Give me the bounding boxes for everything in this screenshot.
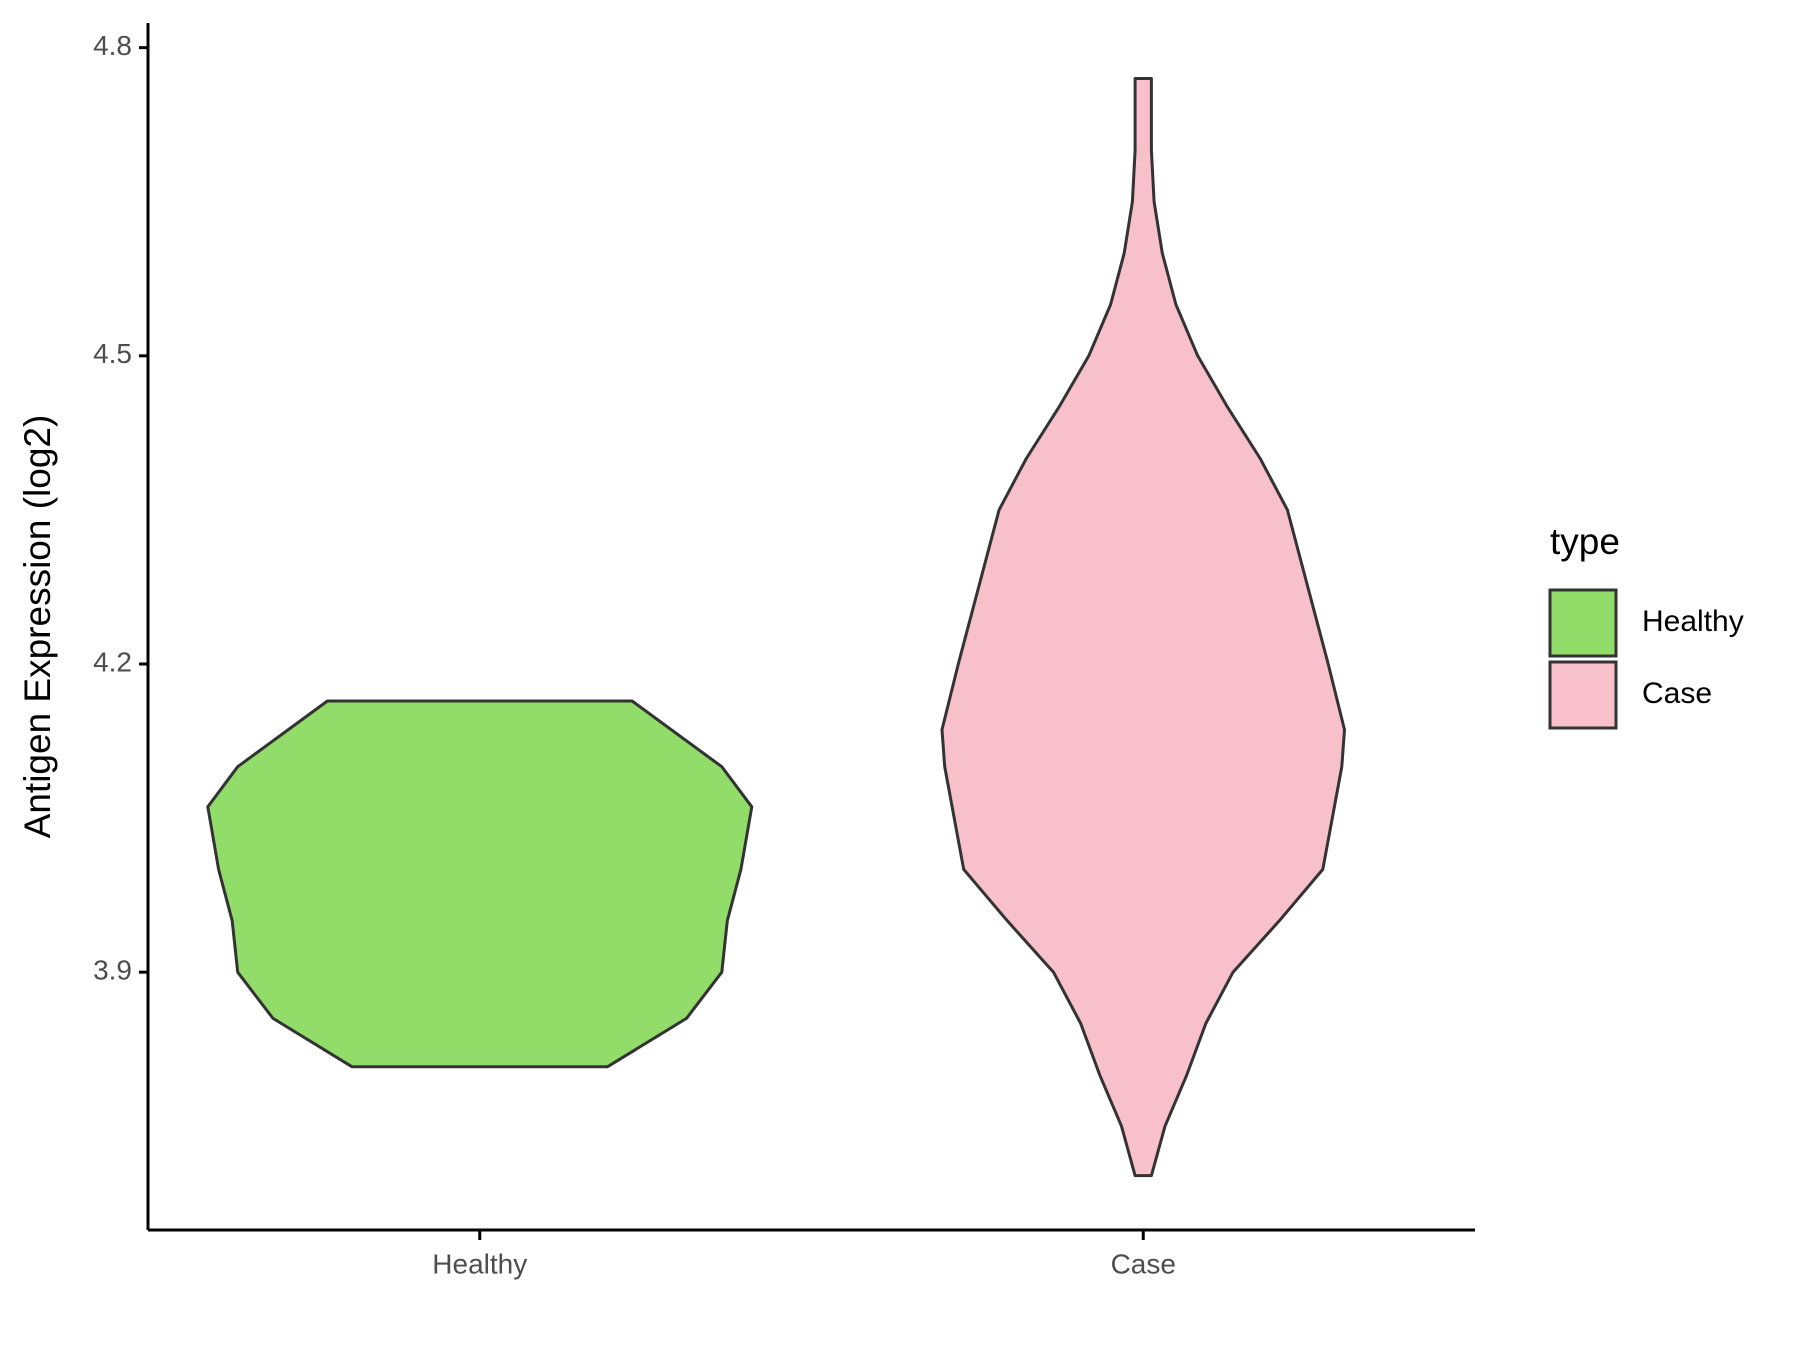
y-tick-label: 4.8: [93, 30, 132, 61]
y-axis-title: Antigen Expression (log2): [17, 415, 58, 839]
x-tick-label: Case: [1111, 1248, 1176, 1279]
y-tick-label: 4.2: [93, 646, 132, 677]
violin: [940, 77, 1346, 1178]
y-tick-label: 3.9: [93, 955, 132, 986]
legend-title: type: [1550, 521, 1620, 562]
legend-label: Healthy: [1642, 605, 1744, 638]
legend-key: [1548, 660, 1618, 730]
y-tick-label: 4.5: [93, 338, 132, 369]
violin: [206, 699, 754, 1069]
legend-key: [1548, 588, 1618, 658]
x-tick-label: Healthy: [432, 1248, 527, 1279]
legend-label: Case: [1642, 677, 1712, 710]
